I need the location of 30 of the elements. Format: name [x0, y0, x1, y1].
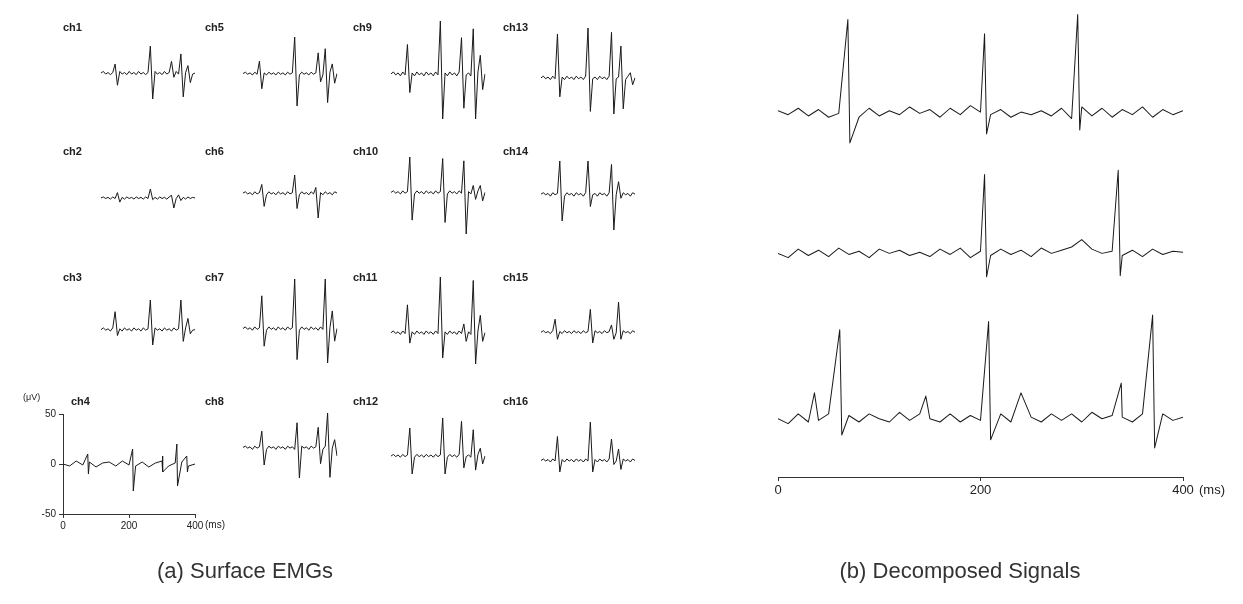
chart-title: ch2	[63, 145, 82, 157]
x-axis-title: (ms)	[1199, 482, 1225, 497]
x-tick-label: 400	[186, 519, 204, 531]
chart-title: ch12	[353, 395, 379, 407]
chart-title: ch11	[353, 271, 378, 283]
x-tick-label: 0	[774, 482, 782, 498]
y-tick-label: 50	[44, 407, 57, 419]
y-tick-label: 0	[50, 457, 57, 469]
chart-title: ch9	[353, 21, 372, 33]
chart-title: ch6	[205, 145, 224, 157]
chart-title: ch7	[205, 271, 224, 283]
x-tick-label: 200	[969, 482, 992, 498]
x-tick-label: 400	[1172, 482, 1194, 498]
chart-title: ch5	[205, 21, 224, 33]
y-tick-label: -50	[41, 507, 57, 519]
x-axis-title: (ms)	[205, 518, 225, 530]
chart-title: ch8	[205, 395, 224, 407]
chart-title: ch1	[63, 21, 82, 33]
chart-title: ch10	[353, 145, 379, 157]
text: (b) Decomposed Signals	[839, 558, 1081, 583]
x-tick-label: 0	[60, 519, 67, 531]
chart-title: ch16	[503, 395, 529, 407]
chart-title: ch4	[71, 395, 90, 407]
y-axis-title: (μV)	[23, 391, 41, 402]
chart-title: ch15	[503, 271, 529, 283]
chart-title: ch13	[503, 21, 529, 33]
x-tick-label: 200	[120, 519, 138, 531]
chart-title: ch3	[63, 271, 82, 283]
chart-title: ch14	[503, 145, 529, 157]
text: (a) Surface EMGs	[156, 558, 334, 583]
